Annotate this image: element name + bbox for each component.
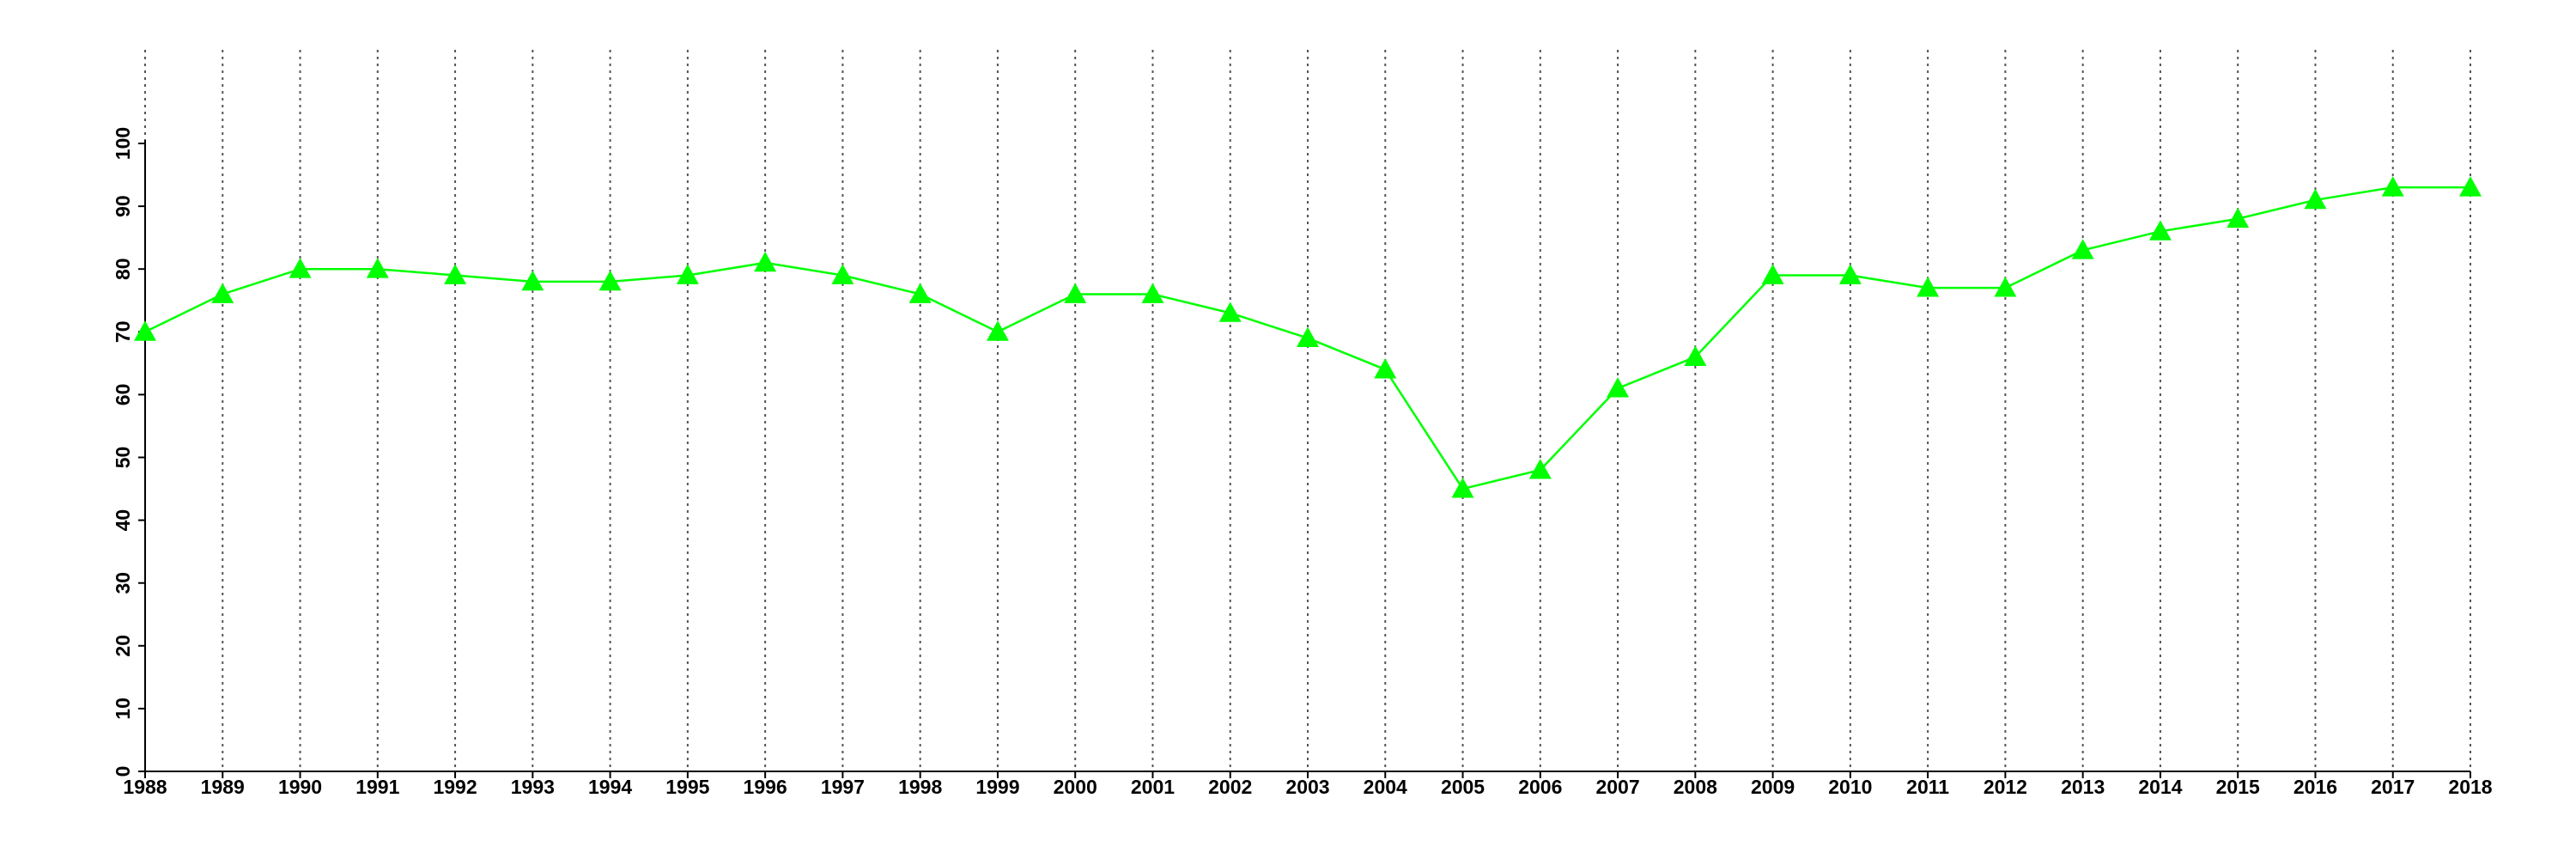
marker bbox=[1607, 377, 1630, 398]
y-tick-label: 0 bbox=[112, 766, 134, 777]
y-tick-label: 80 bbox=[112, 258, 134, 280]
marker bbox=[2304, 188, 2327, 210]
marker bbox=[2148, 220, 2172, 241]
marker bbox=[2459, 176, 2482, 197]
x-tick-label: 1989 bbox=[201, 776, 245, 798]
marker bbox=[598, 270, 622, 291]
x-tick-label: 2017 bbox=[2371, 776, 2415, 798]
x-tick-label: 1991 bbox=[355, 776, 399, 798]
x-tick-label: 2004 bbox=[1364, 776, 1407, 798]
x-tick-label: 2005 bbox=[1441, 776, 1485, 798]
y-tick-label: 60 bbox=[112, 384, 134, 406]
x-tick-label: 2018 bbox=[2448, 776, 2492, 798]
marker bbox=[831, 264, 854, 284]
marker bbox=[1218, 302, 1242, 322]
marker bbox=[289, 258, 312, 278]
marker bbox=[2381, 176, 2404, 197]
x-tick-label: 2016 bbox=[2293, 776, 2337, 798]
y-tick-label: 50 bbox=[112, 447, 134, 469]
marker bbox=[754, 251, 777, 272]
x-tick-label: 2013 bbox=[2061, 776, 2105, 798]
y-tick-label: 90 bbox=[112, 195, 134, 217]
x-tick-label: 2000 bbox=[1054, 776, 1097, 798]
x-tick-label: 2009 bbox=[1751, 776, 1795, 798]
y-tick-label: 100 bbox=[112, 127, 134, 160]
marker bbox=[1917, 277, 1940, 297]
marker bbox=[134, 320, 156, 341]
x-tick-label: 2015 bbox=[2216, 776, 2260, 798]
y-tick-label: 10 bbox=[112, 698, 134, 720]
x-tick-label: 2002 bbox=[1208, 776, 1252, 798]
y-tick-label: 30 bbox=[112, 572, 134, 594]
x-tick-label: 1993 bbox=[511, 776, 555, 798]
marker bbox=[211, 283, 234, 303]
x-tick-label: 1990 bbox=[278, 776, 322, 798]
marker bbox=[986, 320, 1009, 341]
marker bbox=[2071, 239, 2094, 259]
x-tick-label: 2011 bbox=[1906, 776, 1949, 798]
x-tick-label: 2008 bbox=[1674, 776, 1717, 798]
x-tick-label: 1994 bbox=[588, 776, 632, 798]
marker bbox=[1297, 326, 1319, 348]
x-tick-label: 2014 bbox=[2138, 776, 2182, 798]
marker bbox=[1451, 478, 1474, 498]
marker bbox=[676, 264, 699, 284]
marker bbox=[1761, 264, 1784, 284]
x-tick-label: 1997 bbox=[821, 776, 865, 798]
marker bbox=[1684, 345, 1707, 366]
marker bbox=[1141, 283, 1164, 303]
marker bbox=[2227, 207, 2250, 228]
marker bbox=[1374, 358, 1397, 379]
x-tick-label: 1995 bbox=[665, 776, 709, 798]
x-tick-label: 2006 bbox=[1518, 776, 1562, 798]
y-tick-label: 70 bbox=[112, 321, 134, 344]
marker bbox=[444, 264, 467, 284]
x-tick-label: 2007 bbox=[1595, 776, 1639, 798]
y-tick-label: 20 bbox=[112, 635, 134, 657]
marker bbox=[521, 270, 544, 291]
y-tick-label: 40 bbox=[112, 509, 134, 532]
marker bbox=[1994, 277, 2017, 297]
x-tick-label: 1988 bbox=[123, 776, 167, 798]
marker bbox=[908, 283, 932, 303]
marker bbox=[1528, 459, 1552, 479]
marker bbox=[1064, 283, 1087, 303]
x-tick-label: 2012 bbox=[1984, 776, 2027, 798]
x-tick-label: 1999 bbox=[975, 776, 1019, 798]
x-tick-label: 1996 bbox=[744, 776, 787, 798]
marker bbox=[366, 258, 389, 278]
x-tick-label: 2010 bbox=[1828, 776, 1872, 798]
x-tick-label: 2001 bbox=[1131, 776, 1175, 798]
marker bbox=[1838, 264, 1862, 284]
x-tick-label: 2003 bbox=[1285, 776, 1329, 798]
x-tick-label: 1998 bbox=[898, 776, 942, 798]
x-tick-label: 1992 bbox=[433, 776, 477, 798]
